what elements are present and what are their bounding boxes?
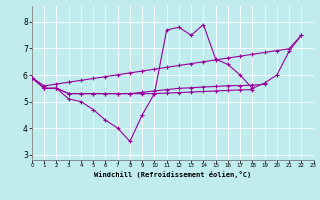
- X-axis label: Windchill (Refroidissement éolien,°C): Windchill (Refroidissement éolien,°C): [94, 171, 252, 178]
